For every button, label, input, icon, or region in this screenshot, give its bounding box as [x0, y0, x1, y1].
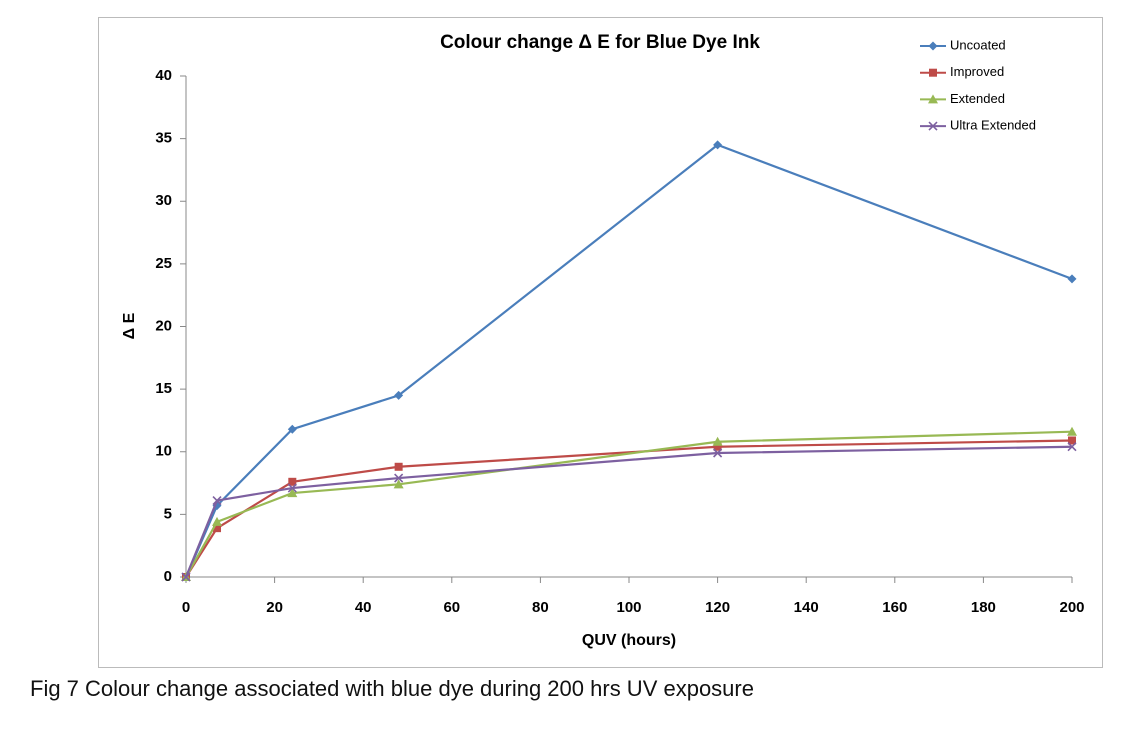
marker — [394, 473, 404, 483]
x-axis-label: QUV (hours) — [582, 632, 676, 649]
y-tick-label: 30 — [155, 192, 172, 209]
y-tick-label: 20 — [155, 317, 172, 334]
series-line — [184, 445, 1073, 578]
series-line — [185, 430, 1073, 578]
x-tick-label: 60 — [443, 599, 460, 616]
y-axis-label: Δ E — [121, 312, 138, 339]
legend-label: Ultra Extended — [950, 118, 1036, 133]
x-tick-label: 40 — [355, 599, 372, 616]
caption: Fig 7 Colour change associated with blue… — [30, 676, 754, 701]
marker — [1067, 442, 1077, 452]
marker — [1067, 274, 1077, 284]
legend-item: Ultra Extended — [920, 118, 1036, 133]
marker — [928, 41, 938, 51]
y-tick-label: 40 — [155, 67, 172, 84]
legend-item: Extended — [920, 91, 1005, 106]
x-tick-label: 0 — [182, 599, 190, 616]
x-tick-label: 100 — [616, 599, 641, 616]
chart-title: Colour change Δ E for Blue Dye Ink — [440, 32, 760, 53]
marker — [287, 483, 297, 493]
marker — [213, 524, 222, 533]
y-tick-label: 0 — [164, 568, 172, 585]
marker — [287, 424, 297, 434]
chart-frame — [98, 17, 1103, 668]
legend-label: Extended — [950, 91, 1005, 106]
marker — [393, 479, 404, 489]
marker — [713, 140, 723, 150]
x-tick-label: 20 — [266, 599, 283, 616]
marker — [212, 516, 223, 526]
x-tick-label: 160 — [882, 599, 907, 616]
x-tick-label: 120 — [705, 599, 730, 616]
x-tick-label: 200 — [1059, 599, 1084, 616]
series-line — [185, 439, 1073, 578]
marker — [713, 442, 722, 451]
marker — [1068, 436, 1076, 445]
marker — [713, 448, 723, 458]
x-tick-label: 140 — [794, 599, 819, 616]
y-tick-label: 35 — [155, 130, 172, 147]
x-tick-label: 80 — [532, 599, 549, 616]
y-tick-label: 5 — [164, 505, 172, 522]
marker — [212, 496, 222, 506]
marker — [287, 488, 298, 498]
legend-label: Uncoated — [950, 37, 1006, 52]
marker — [928, 94, 938, 104]
marker — [928, 121, 938, 131]
marker — [712, 436, 723, 446]
marker — [1067, 426, 1077, 436]
marker — [181, 572, 191, 582]
marker — [288, 477, 297, 486]
y-tick-label: 15 — [155, 380, 172, 397]
legend-label: Improved — [950, 64, 1004, 79]
y-tick-label: 10 — [155, 443, 172, 460]
y-tick-label: 25 — [155, 255, 172, 272]
marker — [394, 462, 403, 471]
marker — [394, 390, 404, 400]
chart: Colour change Δ E for Blue Dye Ink QUV (… — [98, 17, 1103, 668]
x-tick-label: 180 — [971, 599, 996, 616]
legend-item: Improved — [920, 64, 1004, 79]
series-line — [184, 143, 1073, 578]
legend-item: Uncoated — [920, 37, 1006, 52]
marker — [929, 68, 937, 77]
